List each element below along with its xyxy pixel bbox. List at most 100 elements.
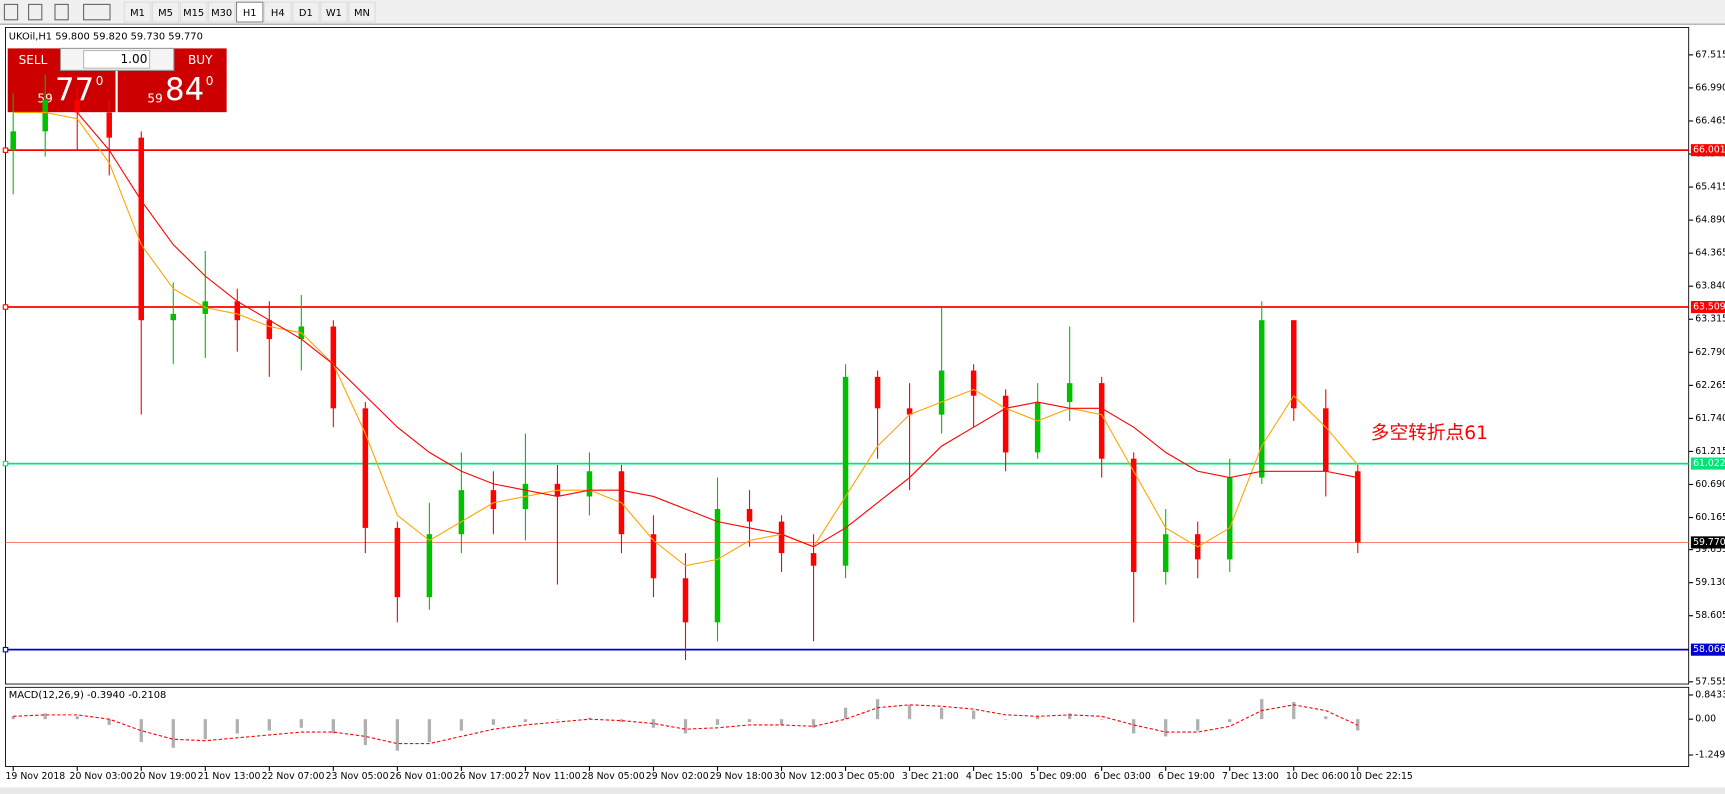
buy-label[interactable]: BUY [188,53,213,67]
macd-bar [299,719,303,728]
tool-icon[interactable] [54,3,69,21]
period-label[interactable]: W1 [326,8,342,19]
x-tick-label: 22 Nov 07:00 [262,771,325,782]
y-tick-label: 59.655 [1695,544,1725,555]
candle-body [394,527,401,598]
period-label[interactable]: MN [354,8,370,19]
macd-bar [139,719,143,743]
candle-body [458,490,465,535]
macd-bar [619,719,624,723]
period-button[interactable] [235,1,264,23]
candle-body [1226,477,1233,560]
macd-bar [75,716,79,720]
x-tick-label: 23 Nov 05:00 [326,771,389,782]
level-label-bg [1690,457,1725,470]
candle-body [362,408,369,528]
macd-bar [555,719,560,720]
period-button[interactable] [264,1,292,23]
candle-body [74,99,80,113]
level-label: 63.509 [1693,302,1725,313]
period-label[interactable]: H4 [271,8,285,19]
x-tick-label: 27 Nov 11:00 [518,771,581,782]
macd-bar [235,719,239,734]
y-tick-label: 63.315 [1695,314,1725,325]
level-label: 61.022 [1693,458,1725,469]
macd-bar [587,717,592,720]
x-tick-label: 3 Dec 21:00 [902,771,959,782]
sell-label[interactable]: SELL [19,53,48,67]
candle-body [842,376,849,566]
candle-body [170,313,177,321]
candle-body [1130,458,1137,572]
macd-bar [875,699,880,720]
moving-average [76,112,1358,548]
macd-bar [1324,716,1328,720]
x-tick-label: 10 Dec 06:00 [1286,771,1349,782]
candle-body [106,112,112,138]
buy-price-sup: 0 [206,74,214,88]
x-tick-label: 20 Nov 03:00 [70,771,133,782]
x-tick-label: 29 Nov 18:00 [710,771,773,782]
period-button[interactable] [123,1,152,23]
candle-body [1162,534,1169,572]
candle-body [1355,471,1361,543]
macd-bar [1164,719,1168,737]
macd-bar [1003,719,1008,720]
macd-signal [13,704,1359,745]
level-label: 58.066 [1693,644,1725,655]
tabs-bar [0,787,1725,794]
y-tick-label: 67.515 [1695,49,1725,60]
candle-body [970,370,977,396]
period-label[interactable]: D1 [299,8,313,19]
annotation: 多空转折点61 [1371,423,1488,444]
period-button[interactable] [320,1,348,23]
tool-icon[interactable] [83,3,111,21]
period-button[interactable] [179,1,208,23]
trade-panel: SELL BUY 1.00 59 77 0 59 84 0 [7,47,227,113]
level-anchor [2,646,9,653]
x-tick-label: 26 Nov 01:00 [390,771,453,782]
period-button[interactable] [292,1,320,23]
candle-body [330,326,337,409]
candle-body [426,534,433,598]
buy-price-big: 59 [147,91,162,105]
period-label[interactable]: M30 [211,8,232,19]
macd-bar [331,719,335,734]
macd-pane [5,686,1690,767]
period-button[interactable] [151,1,180,23]
x-tick-label: 5 Dec 09:00 [1030,771,1087,782]
lot-input[interactable] [83,50,151,69]
macd-bar [267,719,271,731]
macd-bar [363,719,368,745]
period-button[interactable] [348,1,376,23]
candle-body [810,553,817,566]
macd-bar [1132,719,1136,734]
macd-bar [1292,701,1296,720]
candle-body [1002,395,1009,453]
y-tick-label: 59.130 [1695,577,1725,588]
candle-body [714,509,721,623]
x-tick-label: 20 Nov 19:00 [134,771,197,782]
period-label[interactable]: M5 [158,8,173,19]
candle-body [938,370,945,415]
tool-icon[interactable] [3,3,19,21]
x-tick-label: 29 Nov 02:00 [646,771,709,782]
period-label[interactable]: M1 [130,8,145,19]
period-button[interactable] [207,1,236,23]
x-tick-label: 28 Nov 05:00 [582,771,645,782]
period-label[interactable]: H1 [243,8,257,19]
candle-body [234,301,241,321]
period-label[interactable]: M15 [183,8,204,19]
tool-icon[interactable] [28,3,43,21]
macd-bar [779,719,784,725]
candle-body [1098,383,1105,459]
main-pane [5,27,1690,685]
candle-body [1323,408,1329,472]
x-tick-label: 7 Dec 13:00 [1222,771,1279,782]
macd-bar [1100,719,1104,720]
macd-bar [1196,719,1200,731]
lot-value[interactable]: 1.00 [121,52,148,66]
symbol-info: UKOil,H1 59.800 59.820 59.730 59.770 [9,31,203,42]
x-tick-label: 10 Dec 22:15 [1350,771,1413,782]
